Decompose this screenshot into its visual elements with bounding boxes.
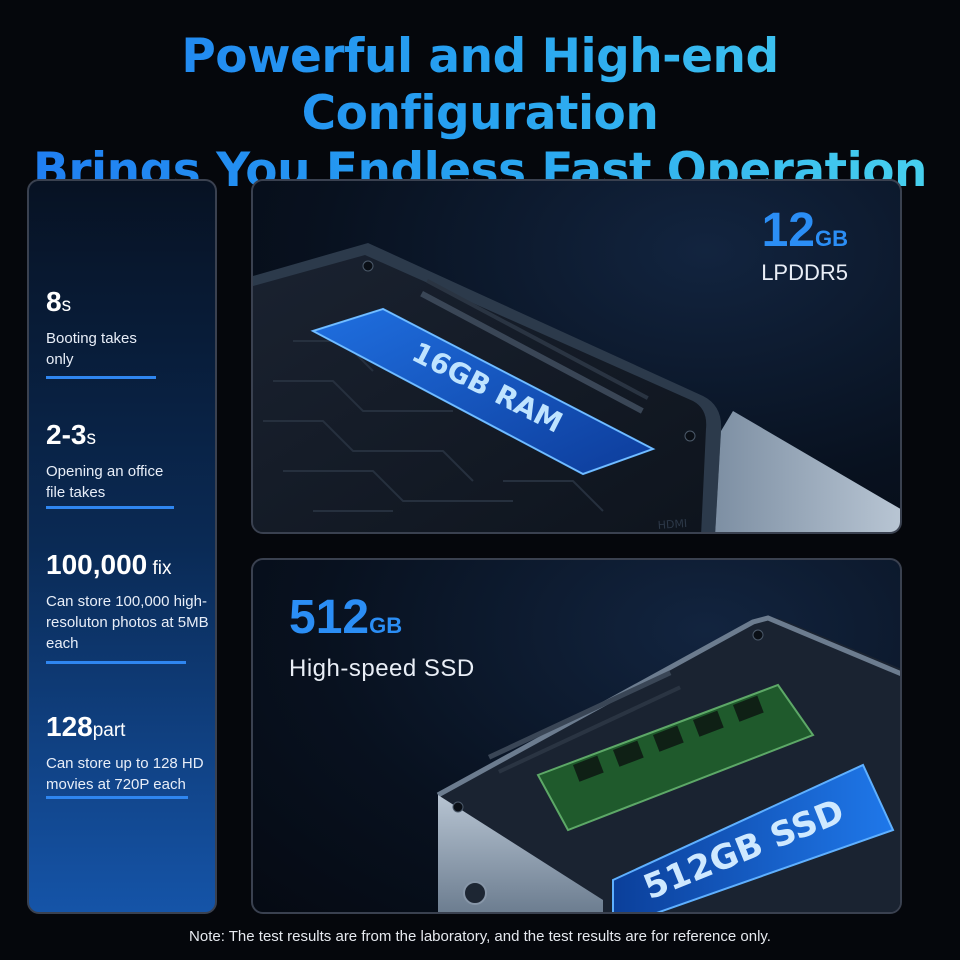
ram-capacity-unit: GB xyxy=(815,226,848,251)
stat-value: 100,000 xyxy=(46,549,148,580)
ram-illustration: 16GB RAM HDMI xyxy=(253,243,900,532)
stat-boot-time: 8s Booting takes only xyxy=(46,286,211,370)
stat-description: Can store up to 128 HD movies at 720P ea… xyxy=(46,755,204,793)
screw-hole xyxy=(452,801,464,813)
screw-hole xyxy=(362,260,374,272)
stat-divider xyxy=(46,506,174,509)
ssd-capacity: 512 xyxy=(289,591,370,644)
stat-file-open-time: 2-3s Opening an office file takes xyxy=(46,419,211,503)
hdmi-port-label: HDMI xyxy=(657,517,687,532)
ssd-capacity-unit: GB xyxy=(369,613,403,638)
green-memory-module xyxy=(536,683,815,832)
ssd-card: 512GB SSD 512GB High-speed SSD xyxy=(251,558,902,914)
stat-value: 2-3 xyxy=(46,419,87,450)
stat-value: 8 xyxy=(46,286,62,317)
ram-card: 16GB RAM HDMI 12GB LPDDR5 xyxy=(251,179,902,534)
headline: Powerful and High-end Configuration Brin… xyxy=(0,28,960,199)
ram-spec: 12GB LPDDR5 xyxy=(761,206,848,286)
vent-slats xyxy=(487,670,681,774)
ssd-type: High-speed SSD xyxy=(289,655,475,682)
headline-line-1: Powerful and High-end Configuration xyxy=(0,28,960,142)
stat-movie-capacity: 128part Can store up to 128 HD movies at… xyxy=(46,711,211,795)
stat-unit: s xyxy=(61,295,72,316)
ssd-spec: 512GB High-speed SSD xyxy=(289,593,475,683)
screw-hole xyxy=(684,430,696,442)
stat-value: 128 xyxy=(46,711,93,742)
stat-divider xyxy=(46,376,156,379)
power-button-icon xyxy=(463,881,487,905)
stat-unit: fix xyxy=(147,558,172,579)
stat-description: Can store 100,000 high-resoluton photos … xyxy=(46,593,209,652)
ram-capacity: 12 xyxy=(761,204,815,257)
screw-hole xyxy=(752,629,764,641)
stat-unit: s xyxy=(86,428,96,449)
stat-divider xyxy=(46,796,188,799)
stat-description: Opening an office file takes xyxy=(46,463,164,501)
circuit-traces xyxy=(263,340,604,512)
vent-slats xyxy=(420,279,649,414)
stat-description: Booting takes only xyxy=(46,330,137,368)
footnote: Note: The test results are from the labo… xyxy=(189,928,771,945)
stats-panel: 8s Booting takes only 2-3s Opening an of… xyxy=(27,179,217,914)
stat-photo-capacity: 100,000 fix Can store 100,000 high-resol… xyxy=(46,549,211,654)
stat-divider xyxy=(46,661,186,664)
ram-type: LPDDR5 xyxy=(761,260,848,285)
ssd-illustration: 512GB SSD xyxy=(436,615,900,912)
stat-unit: part xyxy=(92,720,126,741)
